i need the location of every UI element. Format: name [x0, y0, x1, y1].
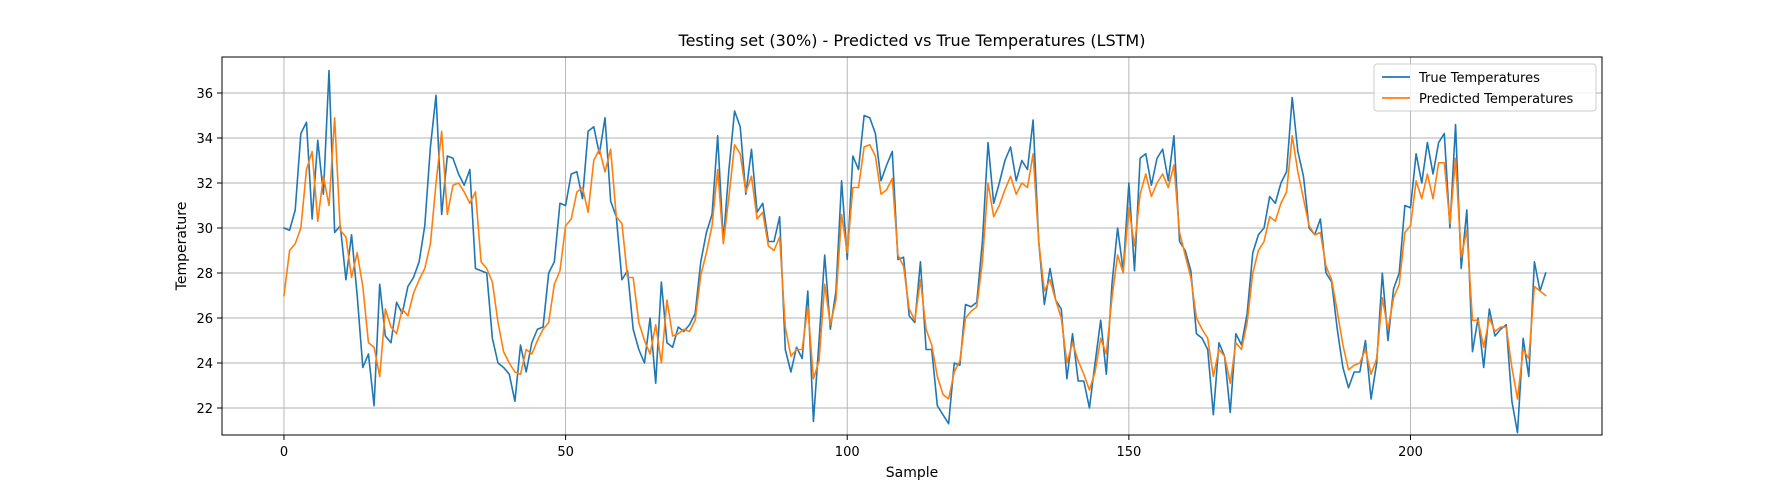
legend-label: Predicted Temperatures — [1419, 92, 1574, 107]
series-lines — [282, 69, 1547, 434]
y-tick-label: 30 — [196, 222, 213, 237]
x-tick-label: 50 — [557, 445, 574, 460]
axis-ticks: 0 50 100 150 200 22 24 26 28 30 32 34 36 — [196, 87, 1422, 460]
y-tick-label: 26 — [196, 312, 213, 327]
x-tick-label: 0 — [280, 445, 288, 460]
x-tick-label: 200 — [1398, 445, 1423, 460]
x-tick-label: 150 — [1116, 445, 1141, 460]
grid — [222, 57, 1602, 435]
y-tick-label: 32 — [196, 177, 213, 192]
chart-title: Testing set (30%) - Predicted vs True Te… — [678, 31, 1146, 50]
legend-box — [1373, 63, 1597, 112]
y-tick-label: 34 — [196, 132, 213, 147]
series-line-predicted-temperatures — [283, 116, 1547, 400]
y-axis-label: Temperature — [174, 202, 190, 292]
plot-frame — [221, 56, 1603, 436]
x-tick-label: 100 — [835, 445, 860, 460]
legend-label: True Temperatures — [1418, 71, 1540, 86]
series-line-true-temperatures — [282, 69, 1547, 434]
y-tick-label: 24 — [196, 357, 213, 372]
legend: True Temperatures Predicted Temperatures — [1373, 63, 1597, 112]
y-tick-label: 22 — [196, 402, 213, 417]
x-axis-label: Sample — [886, 465, 939, 481]
y-tick-label: 36 — [196, 87, 213, 102]
y-tick-label: 28 — [196, 267, 213, 282]
